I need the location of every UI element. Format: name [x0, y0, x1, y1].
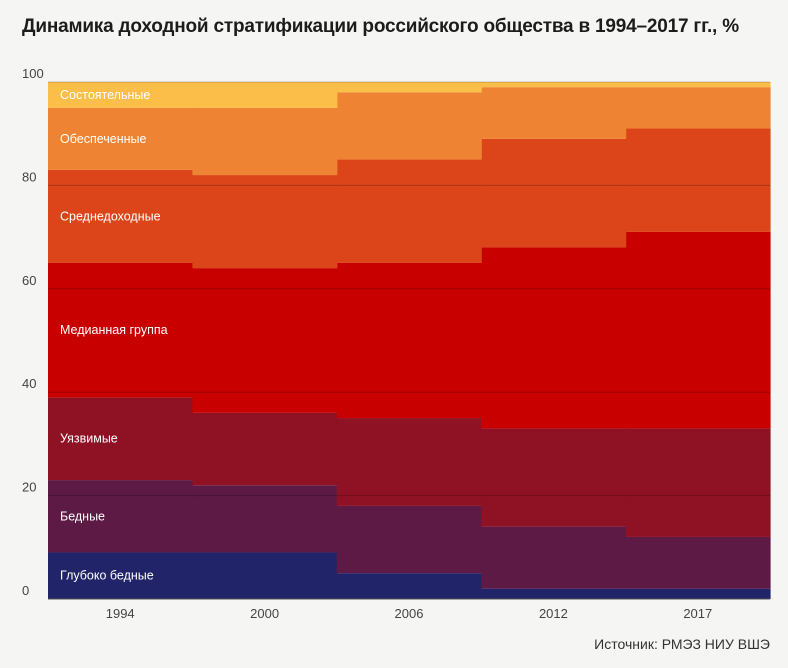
y-tick-label: 20 [22, 480, 36, 495]
y-tick-label: 60 [22, 273, 36, 288]
x-tick-label: 1994 [106, 606, 135, 621]
y-tick-label: 40 [22, 376, 36, 391]
segment-медианная-группа-1994 [48, 262, 193, 398]
segment-глубоко-бедные-1994 [48, 552, 193, 599]
segment-уязвимые-2017 [625, 428, 771, 537]
series-label-состоятельные: Состоятельные [60, 88, 150, 102]
segment-бедные-2000 [192, 485, 338, 553]
y-tick-label: 100 [22, 66, 44, 81]
segment-бедные-2012 [481, 526, 627, 589]
series-label-бедные: Бедные [60, 509, 105, 523]
source-note: Источник: РМЭЗ НИУ ВШЭ [594, 636, 770, 652]
segment-бедные-2017 [625, 536, 771, 589]
x-tick-label: 2017 [683, 606, 712, 621]
x-tick-label: 2012 [539, 606, 568, 621]
series-label-глубоко-бедные: Глубоко бедные [60, 569, 154, 583]
series-label-среднедоходные: Среднедоходные [60, 209, 161, 223]
segment-обеспеченные-2017 [625, 87, 771, 129]
segment-медианная-группа-2000 [192, 268, 338, 413]
series-label-уязвимые: Уязвимые [60, 432, 118, 446]
segment-состоятельные-2006 [336, 82, 482, 93]
series-labels: Глубоко бедные Бедные Уязвимые Медианная гр… [60, 88, 168, 583]
y-tick-label: 80 [22, 169, 36, 184]
segment-уязвимые-1994 [48, 397, 193, 481]
y-tick-label: 0 [22, 583, 29, 598]
x-axis: 1994 2000 2006 2012 2017 [106, 606, 713, 621]
x-tick-label: 2006 [395, 606, 424, 621]
segment-обеспеченные-2012 [481, 87, 627, 139]
segment-состоятельные-2017 [625, 82, 771, 88]
segment-глубоко-бедные-2006 [336, 573, 482, 599]
segment-среднедоходные-2012 [481, 138, 627, 248]
segment-медианная-группа-2006 [336, 262, 482, 419]
segment-уязвимые-2012 [481, 428, 627, 527]
chart-title: Динамика доходной стратификации российск… [22, 16, 739, 37]
grid-layer [48, 81, 770, 600]
segment-медианная-группа-2012 [481, 247, 627, 429]
area-layer [48, 82, 771, 599]
segment-обеспеченные-2000 [192, 107, 338, 176]
y-axis: 0 20 40 60 80 100 [22, 66, 44, 598]
segment-глубоко-бедные-2012 [481, 588, 627, 599]
series-label-обеспеченные: Обеспеченные [60, 132, 147, 146]
segment-среднедоходные-1994 [48, 169, 193, 263]
segment-уязвимые-2000 [192, 412, 338, 486]
segment-глубоко-бедные-2000 [192, 552, 338, 599]
series-label-медианная-группа: Медианная группа [60, 323, 168, 337]
segment-состоятельные-1994 [48, 82, 193, 108]
segment-бедные-2006 [336, 505, 482, 574]
segment-состоятельные-2012 [481, 82, 627, 88]
segment-среднедоходные-2017 [625, 128, 771, 232]
segment-бедные-1994 [48, 480, 193, 553]
segment-глубоко-бедные-2017 [625, 588, 771, 599]
segment-состоятельные-2000 [192, 82, 338, 108]
segment-медианная-группа-2017 [625, 231, 771, 429]
segment-среднедоходные-2000 [192, 175, 338, 269]
segment-уязвимые-2006 [336, 418, 482, 506]
segment-среднедоходные-2006 [336, 159, 482, 263]
segment-обеспеченные-2006 [336, 92, 482, 160]
x-tick-label: 2000 [250, 606, 279, 621]
segment-обеспеченные-1994 [48, 107, 193, 170]
